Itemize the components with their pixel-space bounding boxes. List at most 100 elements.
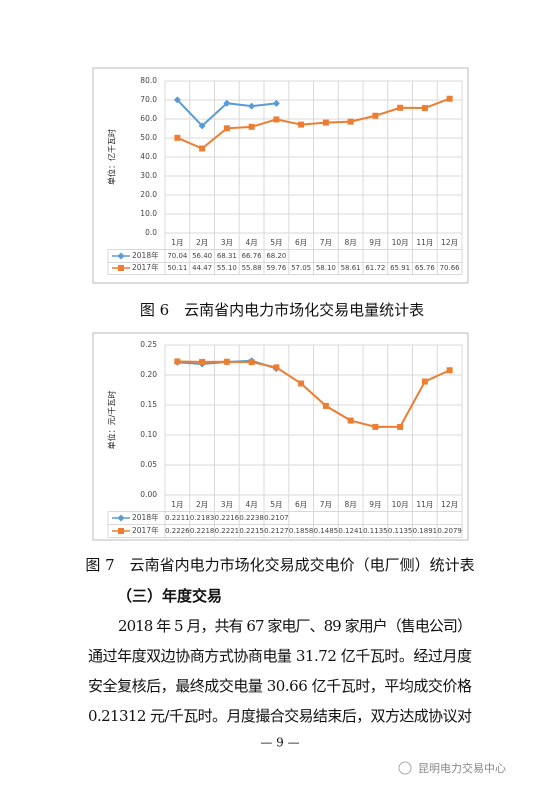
y-tick-label: 50.0 bbox=[140, 133, 157, 142]
x-tick-label: 7月 bbox=[320, 500, 332, 509]
series-line bbox=[177, 360, 451, 428]
data-label: 0.2211 bbox=[165, 514, 190, 522]
point bbox=[421, 378, 428, 385]
point bbox=[248, 102, 256, 110]
data-label: 55.10 bbox=[217, 264, 237, 272]
x-tick-label: 11月 bbox=[416, 500, 433, 509]
data-label: 57.05 bbox=[291, 264, 311, 272]
data-label: 68.20 bbox=[266, 252, 286, 260]
legend-marker bbox=[118, 528, 124, 534]
paragraph-line: 0.21312 元/千瓦时。月度撮合交易结束后，双方达成协议对 bbox=[88, 707, 472, 725]
y-tick-label: 0.05 bbox=[140, 460, 157, 469]
heading: （三）年度交易 bbox=[117, 587, 222, 605]
caption: 图 6 云南省内电力市场化交易电量统计表 bbox=[140, 301, 424, 319]
point bbox=[347, 417, 354, 424]
data-label: 59.76 bbox=[266, 264, 287, 272]
point bbox=[248, 359, 255, 366]
legend-label: 2018年 bbox=[132, 512, 159, 522]
y-tick-label: 0.25 bbox=[140, 340, 157, 349]
data-label: 44.47 bbox=[192, 264, 212, 272]
y-tick-label: 80.0 bbox=[140, 76, 157, 85]
data-label: 0.1891 bbox=[413, 527, 438, 535]
y-tick-label: 0.10 bbox=[140, 430, 157, 439]
point bbox=[248, 123, 255, 130]
point bbox=[372, 112, 379, 119]
data-label: 55.88 bbox=[242, 264, 262, 272]
data-label: 70.04 bbox=[167, 252, 188, 260]
y-tick-label: 0.0 bbox=[145, 228, 157, 237]
data-label: 70.66 bbox=[440, 264, 461, 272]
x-tick-label: 6月 bbox=[295, 500, 307, 509]
x-tick-label: 3月 bbox=[221, 238, 233, 247]
x-tick-label: 3月 bbox=[221, 500, 233, 509]
data-label: 0.2127 bbox=[264, 527, 289, 535]
data-label: 0.2215 bbox=[239, 527, 264, 535]
y-tick-label: 60.0 bbox=[140, 114, 157, 123]
point bbox=[273, 116, 280, 123]
x-tick-label: 4月 bbox=[245, 238, 257, 247]
x-tick-label: 8月 bbox=[344, 238, 356, 247]
point bbox=[173, 96, 181, 104]
point bbox=[322, 402, 329, 409]
x-tick-label: 9月 bbox=[369, 500, 381, 509]
paragraph-line: 2018 年 5 月，共有 67 家电厂、89 家用户（售电公司） bbox=[118, 617, 472, 635]
point bbox=[223, 358, 230, 365]
x-tick-label: 10月 bbox=[392, 238, 409, 247]
data-label: 0.2226 bbox=[165, 527, 190, 535]
y-tick-label: 70.0 bbox=[140, 95, 157, 104]
y-tick-label: 0.20 bbox=[140, 370, 157, 379]
y-tick-label: 10.0 bbox=[140, 209, 157, 218]
data-label: 0.2216 bbox=[215, 514, 240, 522]
point bbox=[174, 134, 181, 141]
data-label: 65.91 bbox=[390, 264, 410, 272]
point bbox=[397, 104, 404, 111]
x-tick-label: 9月 bbox=[369, 238, 381, 247]
data-label: 65.76 bbox=[415, 264, 436, 272]
legend-marker bbox=[117, 252, 125, 260]
data-label: 0.1135 bbox=[388, 527, 413, 535]
legend-label: 2018年 bbox=[132, 250, 159, 260]
watermark: 昆明电力交易中心 bbox=[418, 761, 506, 775]
point bbox=[322, 119, 329, 126]
point bbox=[199, 145, 206, 152]
data-label: 0.2079 bbox=[437, 527, 462, 535]
legend-marker bbox=[118, 265, 124, 271]
data-label: 0.2221 bbox=[215, 527, 240, 535]
data-label: 0.2218 bbox=[190, 527, 215, 535]
y-tick-label: 0.15 bbox=[140, 400, 157, 409]
y-axis-label: 单位：亿千瓦时 bbox=[107, 129, 117, 185]
data-label: 58.61 bbox=[341, 264, 361, 272]
paragraph-line: 安全复核后，最终成交电量 30.66 亿千瓦时，平均成交价格 bbox=[88, 677, 472, 695]
data-label: 58.10 bbox=[316, 264, 336, 272]
data-label: 0.1858 bbox=[289, 527, 314, 535]
x-tick-label: 1月 bbox=[171, 500, 183, 509]
y-tick-label: 40.0 bbox=[140, 152, 157, 161]
series-line bbox=[176, 97, 450, 150]
chart-frame bbox=[92, 332, 469, 541]
x-tick-label: 12月 bbox=[441, 500, 458, 509]
x-tick-label: 4月 bbox=[245, 500, 257, 509]
point bbox=[446, 95, 453, 102]
point bbox=[397, 423, 404, 430]
x-tick-label: 2月 bbox=[196, 238, 208, 247]
point bbox=[273, 364, 280, 371]
x-tick-label: 5月 bbox=[270, 500, 282, 509]
data-label: 0.2107 bbox=[264, 514, 289, 522]
chart-frame bbox=[92, 67, 469, 284]
data-label: 61.72 bbox=[365, 264, 385, 272]
y-tick-label: 30.0 bbox=[140, 171, 157, 180]
y-tick-label: 0.00 bbox=[140, 490, 157, 499]
point bbox=[223, 125, 230, 132]
legend-marker bbox=[117, 514, 125, 522]
data-label: 56.40 bbox=[192, 252, 212, 260]
data-label: 66.76 bbox=[242, 252, 263, 260]
point bbox=[272, 99, 280, 107]
x-tick-label: 11月 bbox=[416, 238, 433, 247]
data-label: 50.11 bbox=[167, 264, 187, 272]
x-tick-label: 2月 bbox=[196, 500, 208, 509]
watermark-icon bbox=[398, 761, 412, 775]
data-label: 0.2238 bbox=[239, 514, 264, 522]
point bbox=[298, 380, 305, 387]
data-label: 68.31 bbox=[217, 252, 237, 260]
